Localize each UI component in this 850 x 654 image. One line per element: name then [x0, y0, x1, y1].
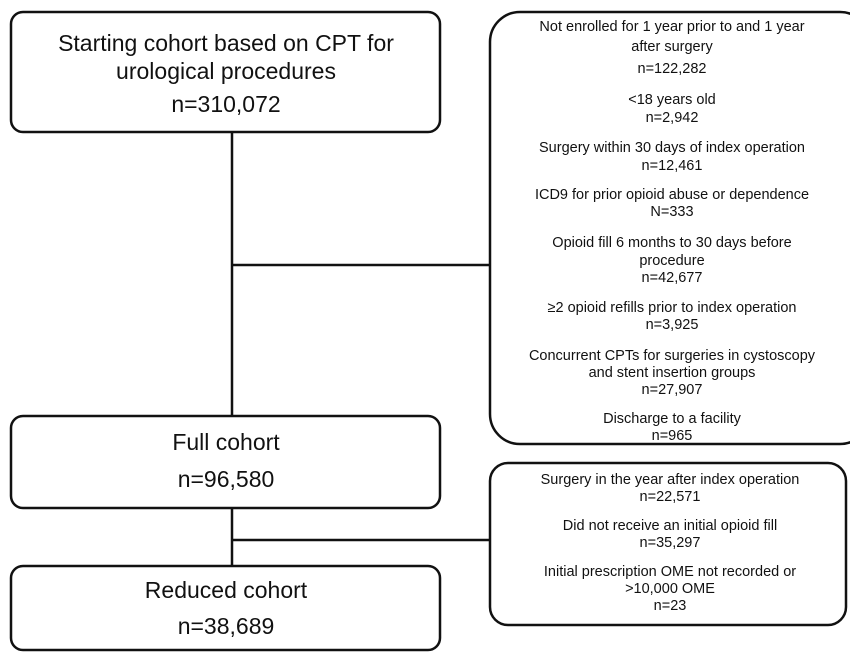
cohort-text: n=38,689: [178, 613, 275, 639]
cohort-box: [9, 564, 442, 652]
exclusion-text: ICD9 for prior opioid abuse or dependenc…: [535, 187, 809, 203]
exclusion-box: [488, 461, 848, 627]
cohort-text: Reduced cohort: [145, 577, 308, 603]
exclusion-text: Concurrent CPTs for surgeries in cystosc…: [529, 348, 816, 364]
exclusion-text: n=22,571: [640, 489, 701, 505]
cohort-text: Starting cohort based on CPT for: [58, 30, 394, 56]
exclusion-text: and stent insertion groups: [589, 365, 756, 381]
exclusion-text: n=35,297: [640, 535, 701, 551]
exclusion-text: procedure: [639, 253, 704, 269]
exclusion-text: n=2,942: [646, 110, 699, 126]
cohort-box: [9, 10, 442, 134]
exclusion-text: Did not receive an initial opioid fill: [563, 518, 777, 534]
cohort-box: [9, 414, 442, 510]
exclusion-text: n=42,677: [642, 270, 703, 286]
exclusion-text: Surgery in the year after index operatio…: [541, 472, 800, 488]
cohort-text: n=310,072: [171, 91, 280, 117]
exclusion-text: after surgery: [631, 39, 713, 55]
exclusion-text: Initial prescription OME not recorded or: [544, 564, 796, 580]
exclusion-text: n=12,461: [642, 158, 703, 174]
exclusion-text: Opioid fill 6 months to 30 days before: [552, 235, 791, 251]
cohort-text: n=96,580: [178, 466, 275, 492]
exclusion-text: Not enrolled for 1 year prior to and 1 y…: [539, 19, 804, 35]
exclusion-text: n=965: [652, 428, 693, 444]
exclusion-text: Discharge to a facility: [603, 411, 742, 427]
cohort-text: Full cohort: [172, 429, 280, 455]
exclusion-box: [488, 10, 850, 446]
exclusion-text: n=23: [654, 598, 687, 614]
exclusion-text: n=3,925: [646, 317, 699, 333]
cohort-text: urological procedures: [116, 58, 336, 84]
exclusion-text: n=122,282: [638, 61, 707, 77]
exclusion-text: Surgery within 30 days of index operatio…: [539, 140, 805, 156]
exclusion-text: n=27,907: [642, 382, 703, 398]
exclusion-text: N=333: [650, 204, 693, 220]
exclusion-text: >10,000 OME: [625, 581, 715, 597]
exclusion-text: <18 years old: [628, 92, 715, 108]
exclusion-text: ≥2 opioid refills prior to index operati…: [548, 300, 797, 316]
